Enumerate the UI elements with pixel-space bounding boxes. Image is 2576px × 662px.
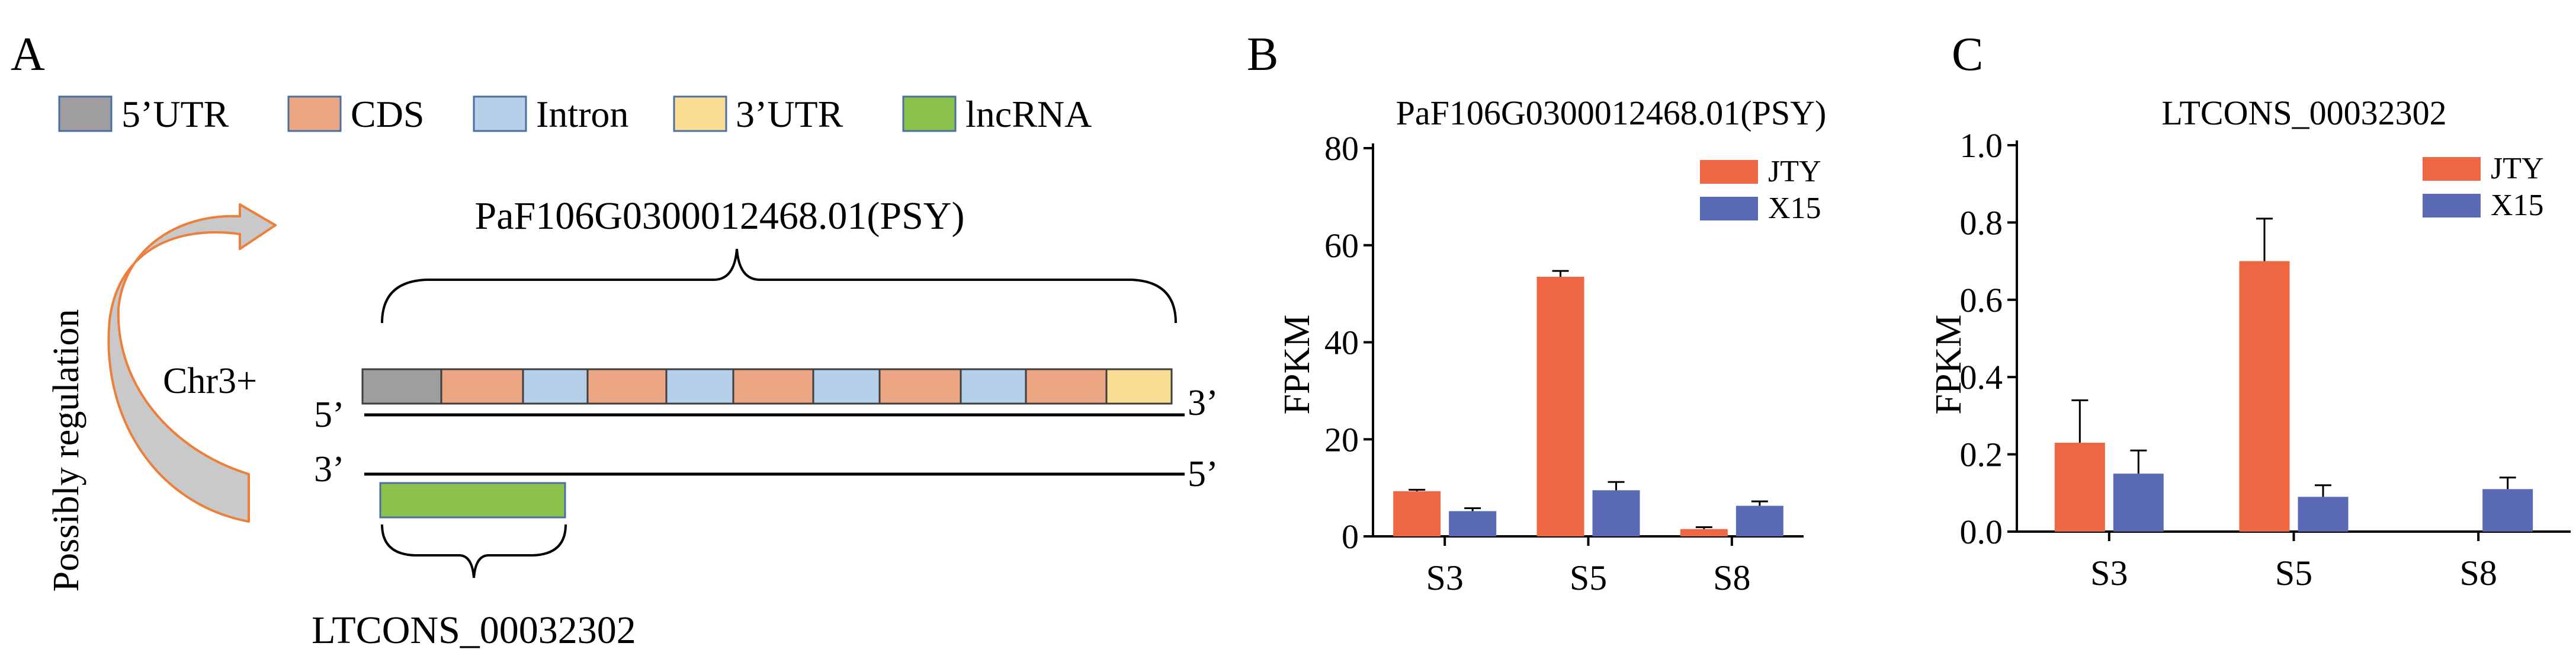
legend-label-x15: X15 [2491,188,2544,222]
chart-c-ylabel: FPKM [1929,315,1969,415]
gene-structure [361,368,1173,405]
legend-swatch-utr3 [673,95,727,132]
gene-segment-intron [522,368,589,405]
y-tick-label: 20 [1324,420,1359,459]
x-tick-label: S3 [1426,558,1463,597]
top-strand-3-label: 3’ [1188,383,1218,423]
regulation-arrow [107,203,277,523]
gene-segment-intron [665,368,734,405]
panel-c-label: C [1952,28,1983,81]
panel-b: B PaF106G0300012468.01(PSY) FPKM 0 20 40 60… [1247,28,1826,597]
top-strand-5-label: 5’ [314,395,345,435]
gene-segment-cds [732,368,814,405]
lncrna-name: LTCONS_00032302 [312,609,636,652]
structure-legend: 5’UTR CDS Intron 3’UTR lncRNA [58,93,1092,135]
bar-jty-s8 [1680,529,1728,536]
gene-segment-utr5 [361,368,442,405]
legend-label-utr5: 5’UTR [121,93,229,135]
y-tick-label: 0.6 [1960,281,2003,319]
chart-b-title: PaF106G0300012468.01(PSY) [1396,94,1827,132]
legend-label-cds: CDS [351,93,425,135]
legend-label-lncrna: lncRNA [965,93,1092,135]
y-tick-label: 60 [1324,226,1359,265]
legend-swatch-jty [1700,160,1758,184]
y-tick-label: 0.8 [1960,203,2003,242]
panel-a-label: A [11,28,45,81]
gene-segment-cds [1025,368,1108,405]
bar-x15-s5 [1592,490,1640,536]
gene-name: PaF106G0300012468.01(PSY) [475,194,965,238]
bar-x15-s8 [1735,506,1783,536]
gene-segment-utr3 [1105,368,1173,405]
x-tick-label: S5 [1570,558,1607,597]
y-tick-label: 0 [1342,517,1359,556]
x-tick-label: S5 [2275,554,2312,593]
gene-segment-cds [440,368,524,405]
regulation-text: Possibly regulation [46,309,86,591]
chart-c-title: LTCONS_00032302 [2161,94,2446,132]
y-tick-label: 40 [1324,324,1359,362]
bar-jty-s5 [1536,276,1584,536]
bar-x15-s5 [2298,497,2349,532]
legend-swatch-cds [287,95,342,132]
lncrna-feature [379,482,566,519]
gene-segment-cds [586,368,668,405]
bar-jty-s5 [2239,261,2290,532]
bar-jty-s3 [2054,443,2105,532]
panel-c: C LTCONS_00032302 FPKM 0.0 0.2 0.4 0.6 0.8 1.… [1929,28,2571,593]
gene-brace [381,248,1177,324]
legend-swatch-x15 [1700,197,1758,220]
y-tick-label: 0.0 [1960,513,2003,551]
legend-label-intron: Intron [536,93,628,135]
panel-b-label: B [1247,28,1278,81]
gene-segment-intron [960,368,1027,405]
bar-x15-s8 [2482,489,2533,532]
bottom-strand-3-label: 3’ [314,449,345,490]
legend-swatch-jty [2423,157,2481,181]
gene-segment-intron [812,368,881,405]
legend-swatch-utr5 [58,95,113,132]
bar-x15-s3 [1449,511,1497,536]
x-tick-label: S8 [1713,558,1750,597]
bar-jty-s3 [1393,491,1441,536]
panel-a: A 5’UTR CDS Intron 3’UTR lncRNA Possibly… [11,28,1218,652]
legend-swatch-x15 [2423,194,2481,218]
y-tick-label: 80 [1324,129,1359,168]
legend-label-jty: JTY [2491,152,2544,186]
x-tick-label: S3 [2090,554,2128,593]
y-tick-label: 0.4 [1960,358,2003,396]
legend-swatch-intron [473,95,527,132]
chart-b-ylabel: FPKM [1277,315,1317,415]
legend-swatch-lncrna [902,95,957,132]
legend-label-x15: X15 [1768,191,1821,225]
legend-label-jty: JTY [1768,155,1821,188]
bottom-strand-5-label: 5’ [1188,454,1218,494]
lncrna-brace [381,524,567,578]
y-tick-label: 1.0 [1960,126,2003,165]
x-tick-label: S8 [2459,554,2497,593]
legend-label-utr3: 3’UTR [736,93,843,135]
gene-segment-cds [878,368,962,405]
y-tick-label: 0.2 [1960,436,2003,474]
chromosome-label: Chr3+ [163,361,257,401]
bar-x15-s3 [2113,474,2164,532]
